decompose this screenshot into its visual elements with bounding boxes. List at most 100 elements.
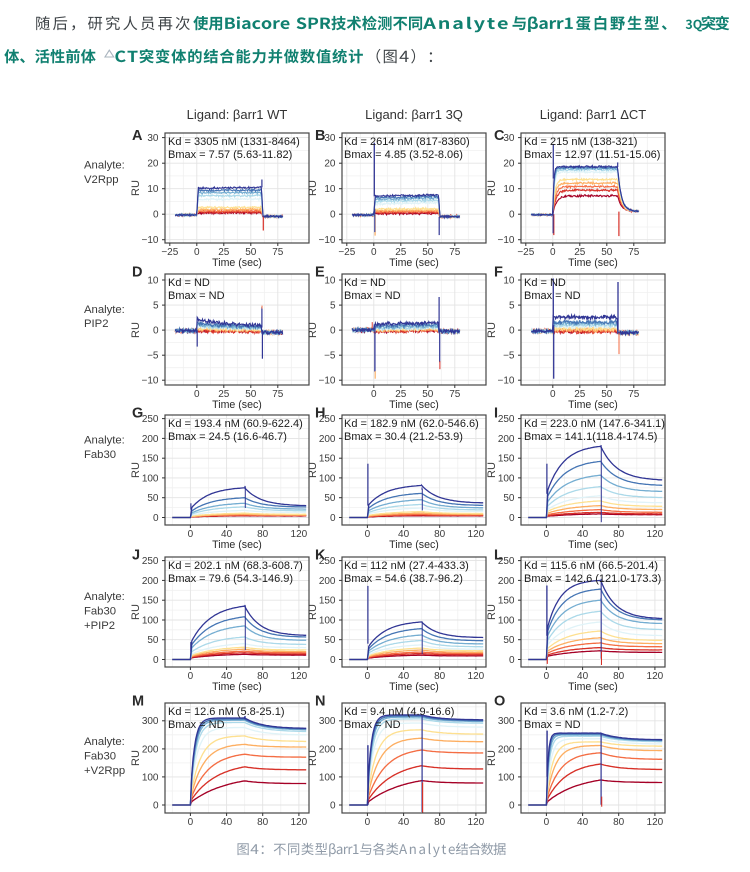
svg-text:Bmax = ND: Bmax = ND xyxy=(524,719,581,731)
svg-text:−10: −10 xyxy=(498,376,515,387)
svg-text:200: 200 xyxy=(319,744,336,755)
svg-text:−25: −25 xyxy=(161,247,178,258)
svg-text:Kd = ND: Kd = ND xyxy=(524,277,566,289)
svg-text:N: N xyxy=(315,694,325,710)
svg-text:I: I xyxy=(494,406,498,422)
svg-text:A: A xyxy=(132,128,143,144)
svg-text:RU: RU xyxy=(486,180,498,196)
svg-text:Time (sec): Time (sec) xyxy=(568,539,618,551)
svg-text:50: 50 xyxy=(147,493,159,504)
svg-text:200: 200 xyxy=(142,576,159,587)
svg-text:Time (sec): Time (sec) xyxy=(568,681,618,693)
svg-text:30: 30 xyxy=(324,133,336,144)
svg-text:0: 0 xyxy=(365,671,371,682)
svg-text:Kd = 193.4 nM (60.9-622.4): Kd = 193.4 nM (60.9-622.4) xyxy=(168,418,303,430)
svg-text:Kd = 112 nM (27.4-433.3): Kd = 112 nM (27.4-433.3) xyxy=(344,560,469,572)
svg-text:25: 25 xyxy=(218,247,230,258)
svg-text:50: 50 xyxy=(324,493,336,504)
svg-text:0: 0 xyxy=(365,817,371,828)
svg-text:100: 100 xyxy=(142,615,159,626)
svg-text:Analyte:: Analyte: xyxy=(84,304,125,316)
svg-text:120: 120 xyxy=(647,529,664,540)
svg-text:50: 50 xyxy=(503,635,515,646)
svg-text:−10: −10 xyxy=(319,235,336,246)
svg-text:40: 40 xyxy=(398,817,410,828)
svg-text:0: 0 xyxy=(188,529,194,540)
svg-text:80: 80 xyxy=(613,671,625,682)
svg-text:RU: RU xyxy=(130,322,142,338)
svg-text:200: 200 xyxy=(498,576,515,587)
svg-text:50: 50 xyxy=(601,389,613,400)
svg-text:200: 200 xyxy=(498,744,515,755)
svg-text:200: 200 xyxy=(142,434,159,445)
svg-text:Kd = ND: Kd = ND xyxy=(168,277,210,289)
svg-text:100: 100 xyxy=(142,772,159,783)
svg-text:80: 80 xyxy=(257,671,269,682)
svg-text:50: 50 xyxy=(422,247,434,258)
svg-text:Kd = 12.6 nM (5.8-25.1): Kd = 12.6 nM (5.8-25.1) xyxy=(168,706,284,718)
svg-text:F: F xyxy=(494,265,503,281)
svg-text:20: 20 xyxy=(147,159,159,170)
svg-text:0: 0 xyxy=(153,800,159,811)
svg-text:20: 20 xyxy=(503,159,515,170)
svg-text:40: 40 xyxy=(221,671,233,682)
svg-text:80: 80 xyxy=(434,817,446,828)
svg-text:0: 0 xyxy=(153,655,159,666)
svg-text:100: 100 xyxy=(319,772,336,783)
svg-text:Time (sec): Time (sec) xyxy=(568,257,618,269)
svg-text:Time (sec): Time (sec) xyxy=(389,399,439,411)
svg-text:−10: −10 xyxy=(142,235,159,246)
svg-text:40: 40 xyxy=(577,529,589,540)
svg-text:50: 50 xyxy=(324,635,336,646)
svg-text:40: 40 xyxy=(398,671,410,682)
svg-text:40: 40 xyxy=(221,529,233,540)
svg-text:Bmax = 7.57 (5.63-11.82): Bmax = 7.57 (5.63-11.82) xyxy=(168,149,292,161)
svg-text:C: C xyxy=(494,128,505,144)
svg-text:RU: RU xyxy=(307,462,319,478)
svg-text:100: 100 xyxy=(498,615,515,626)
svg-text:RU: RU xyxy=(307,322,319,338)
svg-text:Time (sec): Time (sec) xyxy=(212,681,262,693)
svg-text:150: 150 xyxy=(498,596,515,607)
svg-text:0: 0 xyxy=(509,655,515,666)
svg-text:40: 40 xyxy=(577,671,589,682)
svg-text:Bmax = 54.6 (38.7-96.2): Bmax = 54.6 (38.7-96.2) xyxy=(344,573,463,585)
svg-text:Kd = 202.1 nM (68.3-608.7): Kd = 202.1 nM (68.3-608.7) xyxy=(168,560,303,572)
svg-text:75: 75 xyxy=(628,389,640,400)
svg-text:10: 10 xyxy=(147,184,159,195)
svg-text:RU: RU xyxy=(130,180,142,196)
svg-text:Time (sec): Time (sec) xyxy=(389,539,439,551)
svg-text:100: 100 xyxy=(319,473,336,484)
svg-text:50: 50 xyxy=(245,247,257,258)
svg-text:0: 0 xyxy=(550,389,556,400)
svg-text:0: 0 xyxy=(330,210,336,221)
svg-text:0: 0 xyxy=(194,247,200,258)
svg-text:Bmax = ND: Bmax = ND xyxy=(344,719,401,731)
svg-text:100: 100 xyxy=(498,473,515,484)
svg-text:Time (sec): Time (sec) xyxy=(212,257,262,269)
svg-text:G: G xyxy=(132,406,143,422)
svg-text:RU: RU xyxy=(307,604,319,620)
svg-text:10: 10 xyxy=(324,184,336,195)
svg-text:25: 25 xyxy=(218,389,230,400)
svg-text:5: 5 xyxy=(153,300,159,311)
svg-text:Fab30: Fab30 xyxy=(84,449,116,461)
svg-text:250: 250 xyxy=(319,414,336,425)
svg-text:V2Rpp: V2Rpp xyxy=(84,174,119,186)
svg-text:Kd = ND: Kd = ND xyxy=(344,277,386,289)
svg-text:Bmax = ND: Bmax = ND xyxy=(168,719,225,731)
svg-text:Fab30: Fab30 xyxy=(84,606,116,618)
svg-text:J: J xyxy=(132,548,140,564)
svg-text:250: 250 xyxy=(142,414,159,425)
svg-text:80: 80 xyxy=(434,671,446,682)
svg-text:Time (sec): Time (sec) xyxy=(212,399,262,411)
svg-text:75: 75 xyxy=(628,247,640,258)
svg-text:0: 0 xyxy=(330,513,336,524)
svg-text:Kd = 223.0 nM (147.6-341.1): Kd = 223.0 nM (147.6-341.1) xyxy=(524,418,665,430)
svg-text:120: 120 xyxy=(468,817,485,828)
svg-text:75: 75 xyxy=(272,247,284,258)
svg-text:25: 25 xyxy=(574,247,586,258)
svg-text:−10: −10 xyxy=(319,376,336,387)
svg-text:−25: −25 xyxy=(338,247,355,258)
svg-text:PIP2: PIP2 xyxy=(84,318,109,330)
